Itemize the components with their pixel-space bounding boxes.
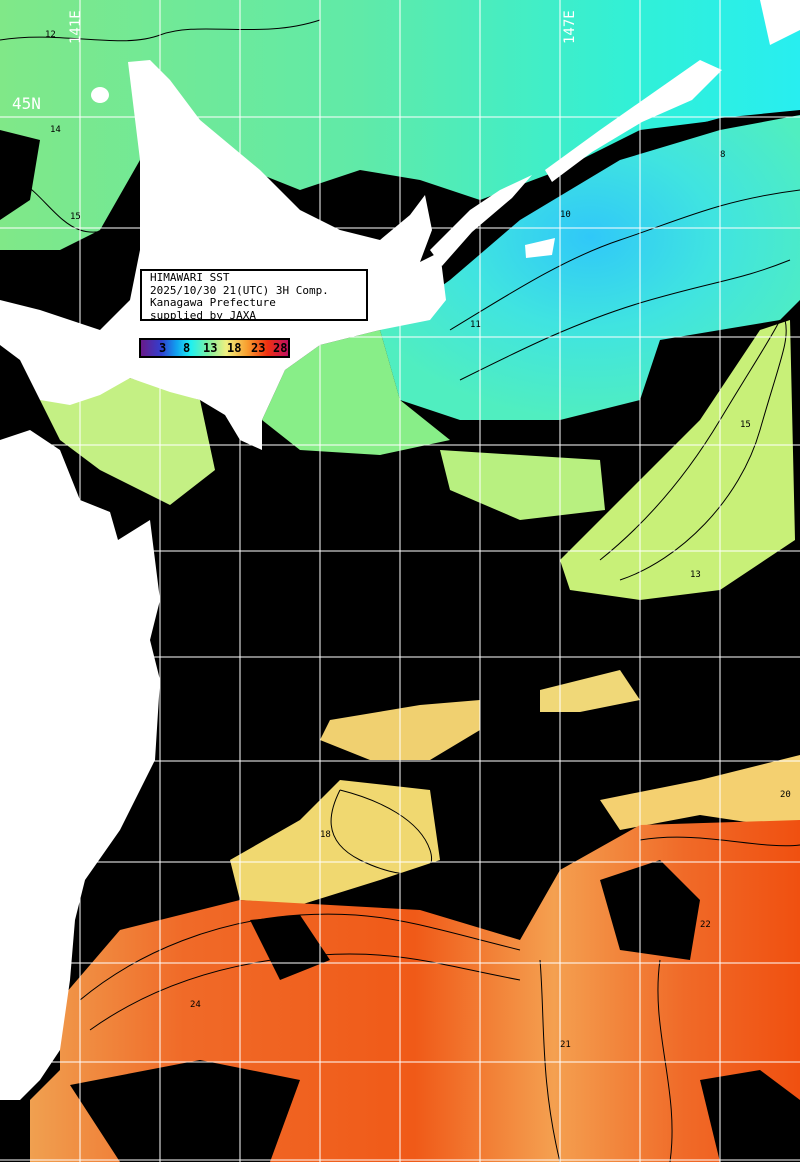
contour-label: 11	[470, 320, 481, 330]
land-islet	[525, 238, 555, 258]
contour-label: 10	[560, 210, 571, 220]
contour-label: 18	[320, 830, 331, 840]
sst-region-yellow-2	[540, 670, 640, 712]
colorbar-label: 13	[203, 341, 218, 355]
land-iturup	[545, 60, 722, 182]
sst-region-black-hole-1	[70, 1060, 300, 1162]
contour-label: 15	[70, 212, 81, 222]
contour-label: 15	[740, 420, 751, 430]
contour-line	[657, 959, 673, 1162]
info-organization: Kanagawa Prefecture	[150, 296, 276, 309]
colorbar-label: 3	[159, 341, 167, 355]
sst-region-black-hole-3	[250, 915, 330, 980]
contour-line	[330, 789, 433, 875]
sst-region-hokkaido-south	[40, 378, 215, 505]
contour-label: 8	[720, 150, 726, 160]
contour-label: 21	[560, 1040, 571, 1050]
contour-line	[459, 259, 791, 381]
colorbar-label: 23	[251, 341, 266, 355]
sst-region-yellowgreen-1	[440, 450, 605, 520]
map-info-box: HIMAWARI SST 2025/10/30 21(UTC) 3H Comp.…	[140, 269, 368, 321]
land-top-right	[760, 0, 800, 45]
contour-label: 12	[45, 30, 56, 40]
contour-line	[599, 319, 781, 561]
land-kunashir	[430, 175, 532, 266]
sst-region-yellowgreen-2	[560, 320, 795, 600]
contour-line	[539, 959, 561, 1162]
colorbar-label: 18	[227, 341, 242, 355]
contour-label: 24	[190, 1000, 201, 1010]
contour-line	[639, 836, 800, 847]
land-hokkaido	[0, 60, 446, 450]
sst-region-hokkaido-east	[262, 330, 450, 455]
colorbar-label: 28	[273, 341, 288, 355]
temperature-colorbar: 3 8 13 18 23 28	[139, 338, 290, 358]
sst-region-black-hole-2	[600, 860, 700, 960]
contour-line	[449, 189, 800, 331]
info-title: HIMAWARI SST	[150, 271, 230, 284]
lat-label-45n: 45N	[12, 94, 41, 113]
info-credit: supplied by JAXA	[150, 308, 256, 322]
contour-label: 13	[690, 570, 701, 580]
contour-label: 20	[780, 790, 791, 800]
contour-line	[619, 319, 787, 581]
lon-label-141e: 141E	[68, 10, 84, 44]
contour-line	[79, 913, 521, 1001]
sst-region-nw-black	[0, 130, 40, 220]
lon-label-147e: 147E	[562, 10, 578, 44]
sst-region-black-hole-4	[700, 1070, 800, 1162]
contour-label: 14	[50, 125, 61, 135]
info-datetime: 2025/10/30 21(UTC) 3H Comp.	[150, 283, 329, 297]
sst-region-yellow-3	[230, 780, 440, 905]
land-rishiri	[91, 87, 109, 103]
sst-region-yellow-4	[600, 755, 800, 830]
contour-label: 22	[700, 920, 711, 930]
sst-region-cyan	[380, 115, 800, 420]
colorbar-label: 8	[183, 341, 191, 355]
